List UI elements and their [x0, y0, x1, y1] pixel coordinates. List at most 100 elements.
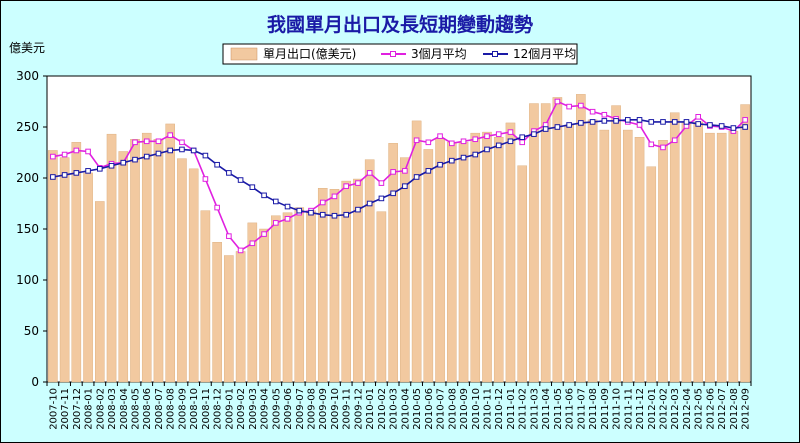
legend: 單月出口(億美元) 3個月平均 12個月平均 — [222, 43, 578, 65]
point-3m — [143, 138, 150, 145]
point-3m — [378, 180, 385, 186]
x-tick-label: 2012-05 — [694, 388, 705, 430]
point-3m — [226, 233, 232, 239]
point-3m — [742, 117, 748, 123]
bar — [529, 103, 539, 383]
y-tick-label: 300 — [16, 69, 39, 83]
x-tick-label: 2010-11 — [483, 388, 494, 430]
x-tick-label: 2012-07 — [717, 388, 728, 430]
x-tick-label: 2010-10 — [471, 388, 482, 430]
x-tick-label: 2007-11 — [60, 388, 71, 430]
y-tick-label: 250 — [16, 120, 39, 134]
bar — [177, 158, 187, 383]
point-12m — [331, 212, 338, 219]
x-tick-label: 2009-02 — [236, 388, 247, 430]
x-tick-label: 2009-08 — [307, 388, 318, 430]
bar — [48, 150, 58, 383]
x-tick-label: 2011-12 — [635, 388, 646, 430]
point-3m — [179, 139, 185, 146]
x-tick-label: 2009-07 — [295, 388, 306, 430]
x-tick-label: 2011-11 — [623, 388, 634, 430]
bar — [95, 201, 105, 383]
y-tick-label: 0 — [31, 375, 39, 389]
x-tick-label: 2008-02 — [95, 388, 106, 430]
point-12m — [718, 123, 725, 129]
x-tick-label: 2011-07 — [576, 388, 587, 430]
point-12m — [495, 142, 502, 149]
bar — [282, 212, 293, 383]
chart-title: 我國單月出口及長短期變動趨勢 — [267, 13, 533, 36]
x-tick-label: 2010-07 — [436, 388, 447, 430]
point-3m — [695, 114, 702, 120]
x-tick-label: 2008-05 — [131, 388, 142, 430]
bar — [681, 121, 692, 383]
bar — [611, 105, 621, 383]
point-12m — [190, 147, 197, 154]
point-3m — [484, 133, 490, 139]
line-series — [50, 98, 748, 254]
point-3m — [472, 136, 479, 143]
legend-12m-label: 12個月平均 — [513, 47, 576, 61]
bar — [423, 149, 434, 383]
point-12m — [202, 152, 209, 159]
point-3m — [85, 148, 91, 155]
bar — [294, 207, 305, 383]
point-3m — [366, 170, 373, 176]
point-12m — [542, 126, 549, 132]
x-tick-label: 2008-06 — [142, 388, 153, 430]
legend-3m-marker — [390, 51, 396, 57]
point-3m — [578, 102, 584, 109]
bar — [599, 129, 610, 383]
x-tick-label: 2011-04 — [541, 388, 552, 430]
point-12m — [507, 138, 514, 145]
y-tick-label: 200 — [16, 171, 39, 185]
bar — [705, 132, 715, 383]
bar — [188, 168, 199, 383]
x-tick-label: 2011-09 — [600, 388, 611, 430]
point-12m — [73, 170, 80, 176]
point-12m — [683, 119, 690, 125]
bar — [130, 139, 140, 383]
point-12m — [707, 122, 713, 128]
point-12m — [671, 119, 678, 125]
point-12m — [425, 168, 432, 174]
x-tick-label: 2010-04 — [400, 388, 411, 430]
bar — [235, 251, 246, 383]
bar — [540, 103, 551, 383]
bar — [728, 130, 739, 383]
point-12m — [319, 211, 326, 218]
point-3m — [61, 151, 68, 158]
x-tick-label: 2012-03 — [670, 388, 681, 430]
bar — [153, 139, 164, 383]
point-12m — [143, 153, 150, 160]
point-12m — [460, 154, 467, 161]
point-12m — [625, 117, 631, 123]
x-tick-label: 2010-09 — [459, 388, 470, 430]
point-12m — [484, 146, 490, 153]
point-12m — [226, 170, 232, 176]
point-12m — [261, 192, 267, 199]
bar-series — [48, 94, 750, 383]
legend-3m-label: 3個月平均 — [411, 47, 467, 61]
point-12m — [50, 174, 56, 180]
x-tick-label: 2012-02 — [659, 388, 670, 430]
point-3m — [237, 247, 244, 254]
point-12m — [601, 118, 608, 124]
point-12m — [648, 119, 655, 125]
x-tick-label: 2010-05 — [412, 388, 423, 430]
bar — [212, 242, 222, 383]
point-3m — [319, 199, 326, 206]
point-12m — [519, 134, 526, 140]
bar — [259, 228, 269, 383]
x-tick-label: 2011-02 — [518, 388, 529, 430]
bar — [271, 215, 281, 383]
y-tick-label: 50 — [24, 324, 39, 338]
point-3m — [73, 147, 80, 154]
x-tick-label: 2009-10 — [330, 388, 341, 430]
point-3m — [566, 103, 572, 110]
point-12m — [566, 122, 572, 128]
x-tick-label: 2009-03 — [248, 388, 259, 430]
bar — [623, 129, 633, 383]
point-3m — [425, 139, 432, 146]
x-tick-label: 2011-05 — [553, 388, 564, 430]
